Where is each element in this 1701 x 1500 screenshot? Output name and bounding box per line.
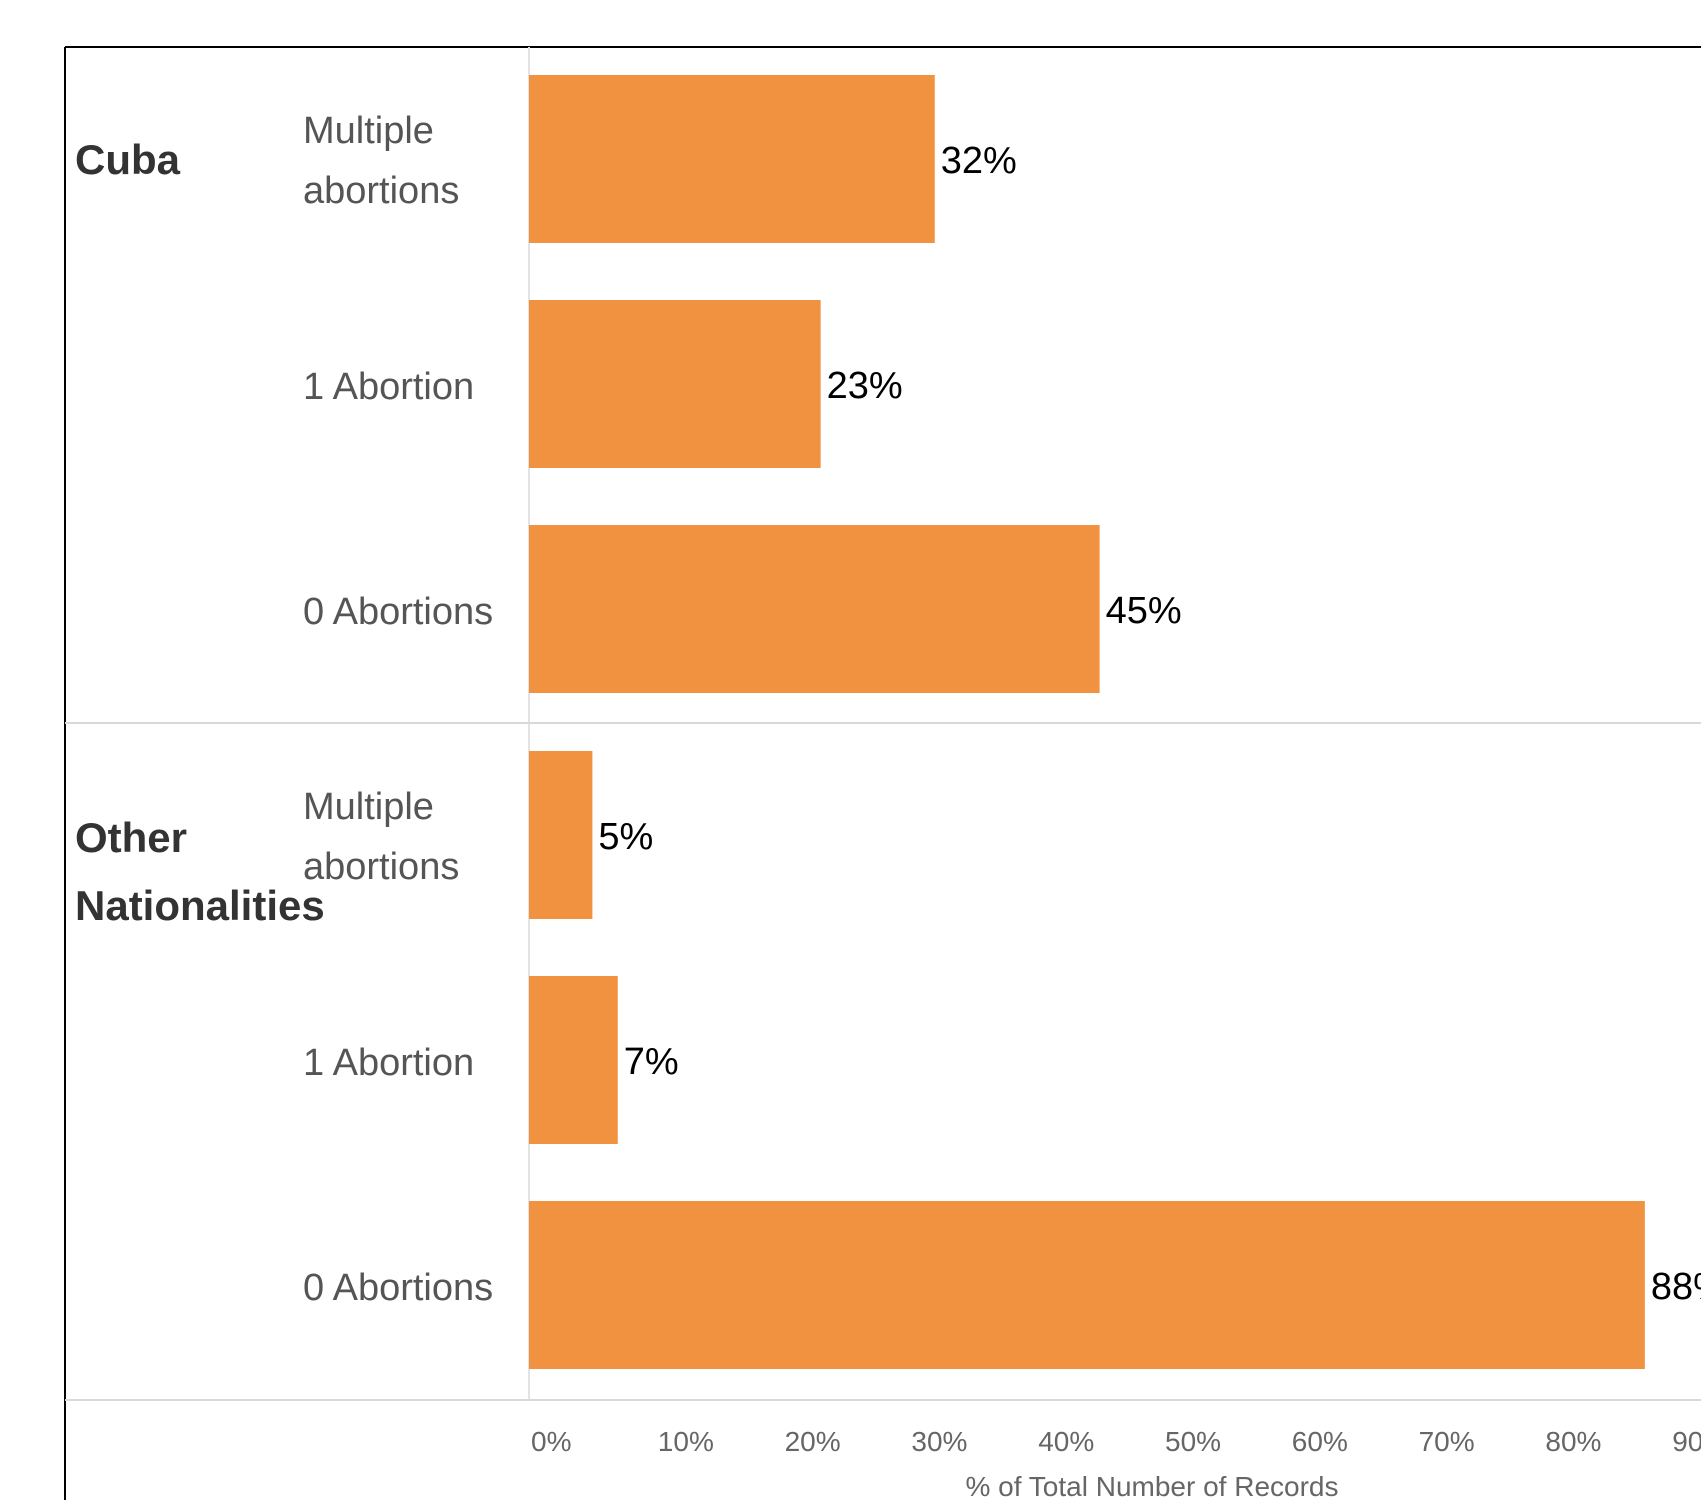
x-tick-label: 10% bbox=[658, 1426, 714, 1457]
bar-cuba-0 bbox=[529, 75, 935, 243]
category-label-abortions-line: abortions bbox=[303, 170, 459, 212]
value-label-cuba-2: 45% bbox=[1106, 590, 1182, 632]
bars-layer: 32% 23% 45% 5% 7% 88% bbox=[529, 75, 1701, 1369]
x-tick-label: 40% bbox=[1038, 1426, 1094, 1457]
x-tick-label: 80% bbox=[1545, 1426, 1601, 1457]
x-tick-label: 0% bbox=[531, 1426, 571, 1457]
x-tick-label: 20% bbox=[785, 1426, 841, 1457]
bar-other-2 bbox=[529, 1201, 1645, 1369]
value-label-cuba-1: 23% bbox=[827, 365, 903, 407]
group-label-other-line: Other bbox=[75, 814, 187, 861]
category-label-cuba-1: 1 Abortion bbox=[303, 366, 474, 408]
category-label-other-0: 0 Abortions bbox=[303, 1267, 493, 1309]
group-label-cuba: Cuba bbox=[75, 136, 181, 183]
x-axis-ticks: 0% 10% 20% 30% 40% 50% 60% 70% 80% 90% bbox=[531, 1426, 1701, 1457]
x-tick-label: 30% bbox=[911, 1426, 967, 1457]
bar-other-0 bbox=[529, 751, 593, 919]
bar-other-1 bbox=[529, 976, 618, 1144]
group-label-nationalities-line: Nationalities bbox=[75, 882, 325, 929]
x-tick-label: 90% bbox=[1672, 1426, 1701, 1457]
category-label-multiple-line: Multiple bbox=[303, 786, 434, 828]
value-label-cuba-0: 32% bbox=[941, 140, 1017, 182]
x-tick-label: 60% bbox=[1292, 1426, 1348, 1457]
value-label-other-2: 88% bbox=[1651, 1266, 1701, 1308]
x-axis-title: % of Total Number of Records bbox=[966, 1471, 1339, 1500]
category-label-cuba-multiple: Multiple abortions bbox=[303, 110, 459, 212]
category-label-other-multiple: Multiple abortions bbox=[303, 786, 459, 888]
value-label-other-0: 5% bbox=[598, 816, 653, 858]
category-label-other-1: 1 Abortion bbox=[303, 1042, 474, 1084]
x-tick-label: 70% bbox=[1419, 1426, 1475, 1457]
group-label-other-nationalities: Other Nationalities bbox=[75, 814, 325, 929]
category-label-cuba-0: 0 Abortions bbox=[303, 591, 493, 633]
x-tick-label: 50% bbox=[1165, 1426, 1221, 1457]
value-label-other-1: 7% bbox=[624, 1041, 679, 1083]
category-label-abortions-line: abortions bbox=[303, 846, 459, 888]
bar-cuba-2 bbox=[529, 525, 1100, 693]
bar-cuba-1 bbox=[529, 300, 821, 468]
category-label-multiple-line: Multiple bbox=[303, 110, 434, 152]
